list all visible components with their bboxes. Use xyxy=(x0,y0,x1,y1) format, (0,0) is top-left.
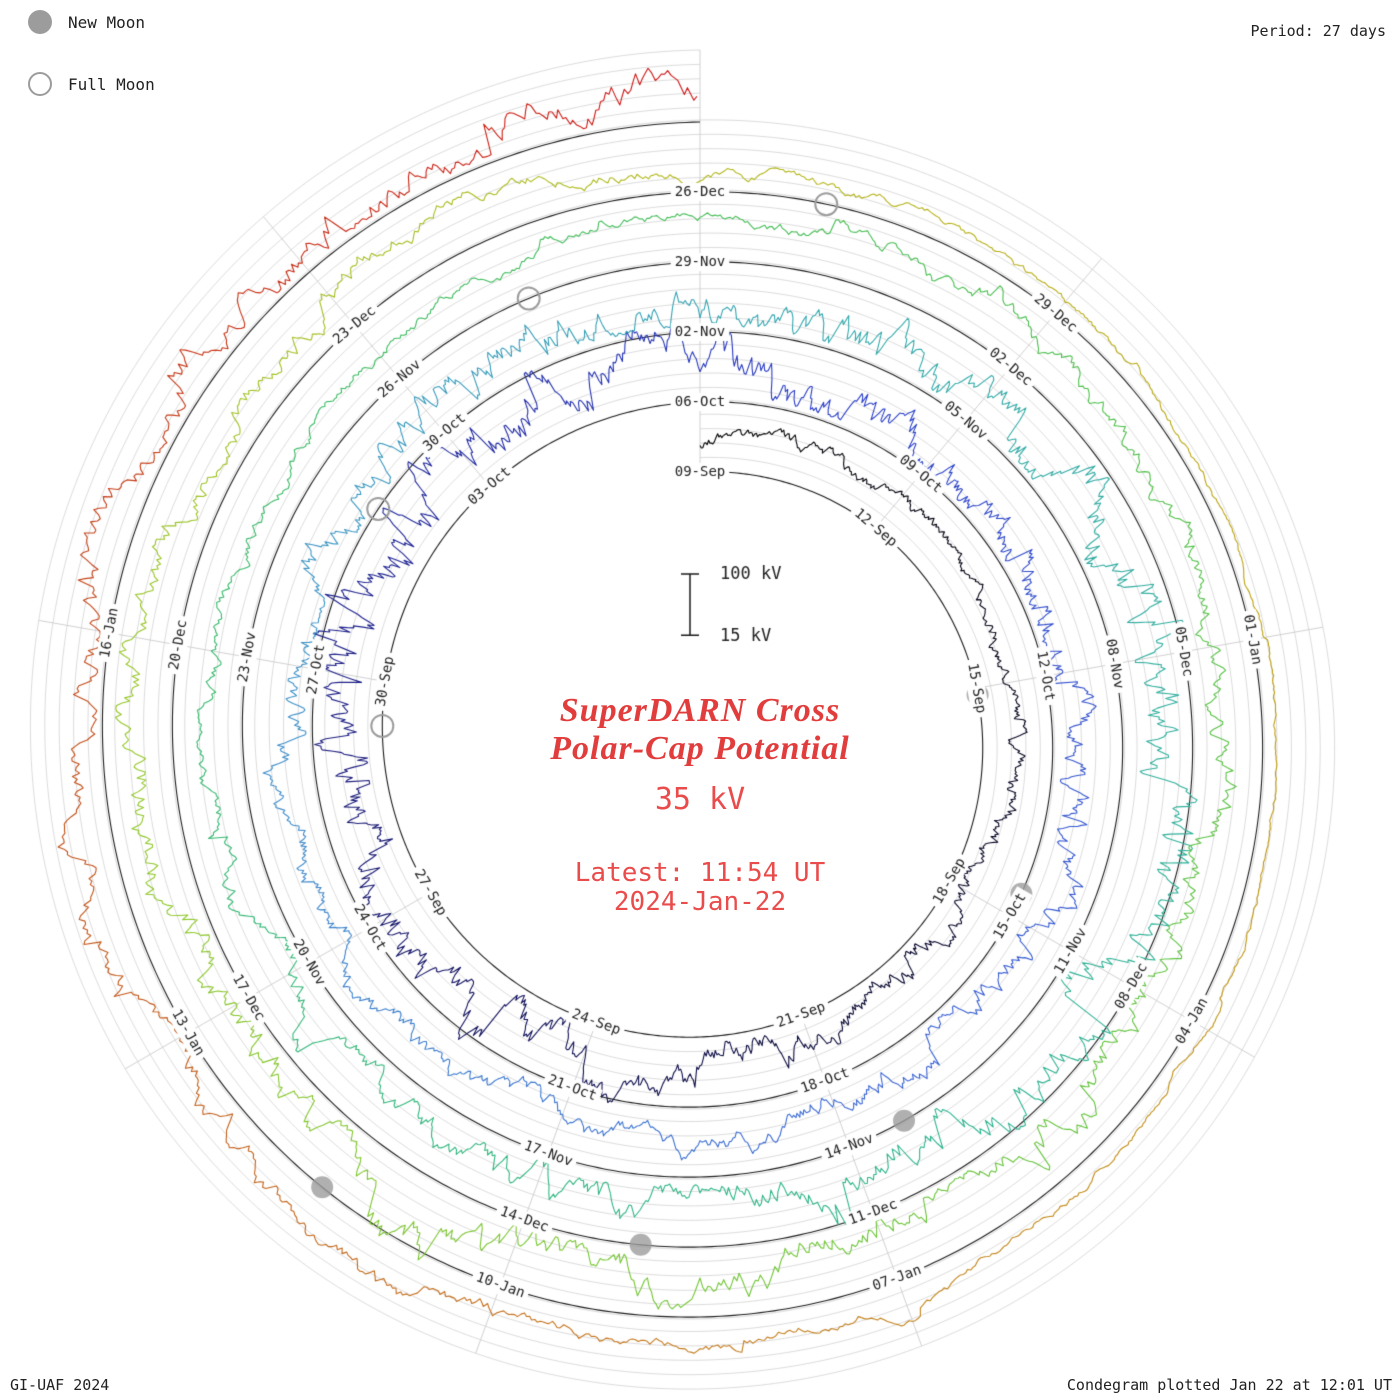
full-moon-icon xyxy=(28,72,52,96)
period-label: Period: 27 days xyxy=(1250,22,1386,40)
moon-legend: New Moon Full Moon xyxy=(28,8,155,98)
legend-new-moon: New Moon xyxy=(28,8,155,36)
new-moon-icon xyxy=(28,10,52,34)
credit-label: GI-UAF 2024 xyxy=(10,1376,110,1394)
legend-full-moon: Full Moon xyxy=(28,70,155,98)
full-moon-label: Full Moon xyxy=(68,74,155,94)
plotted-label: Condegram plotted Jan 22 at 12:01 UT xyxy=(1066,1376,1392,1394)
new-moon-label: New Moon xyxy=(68,12,146,32)
